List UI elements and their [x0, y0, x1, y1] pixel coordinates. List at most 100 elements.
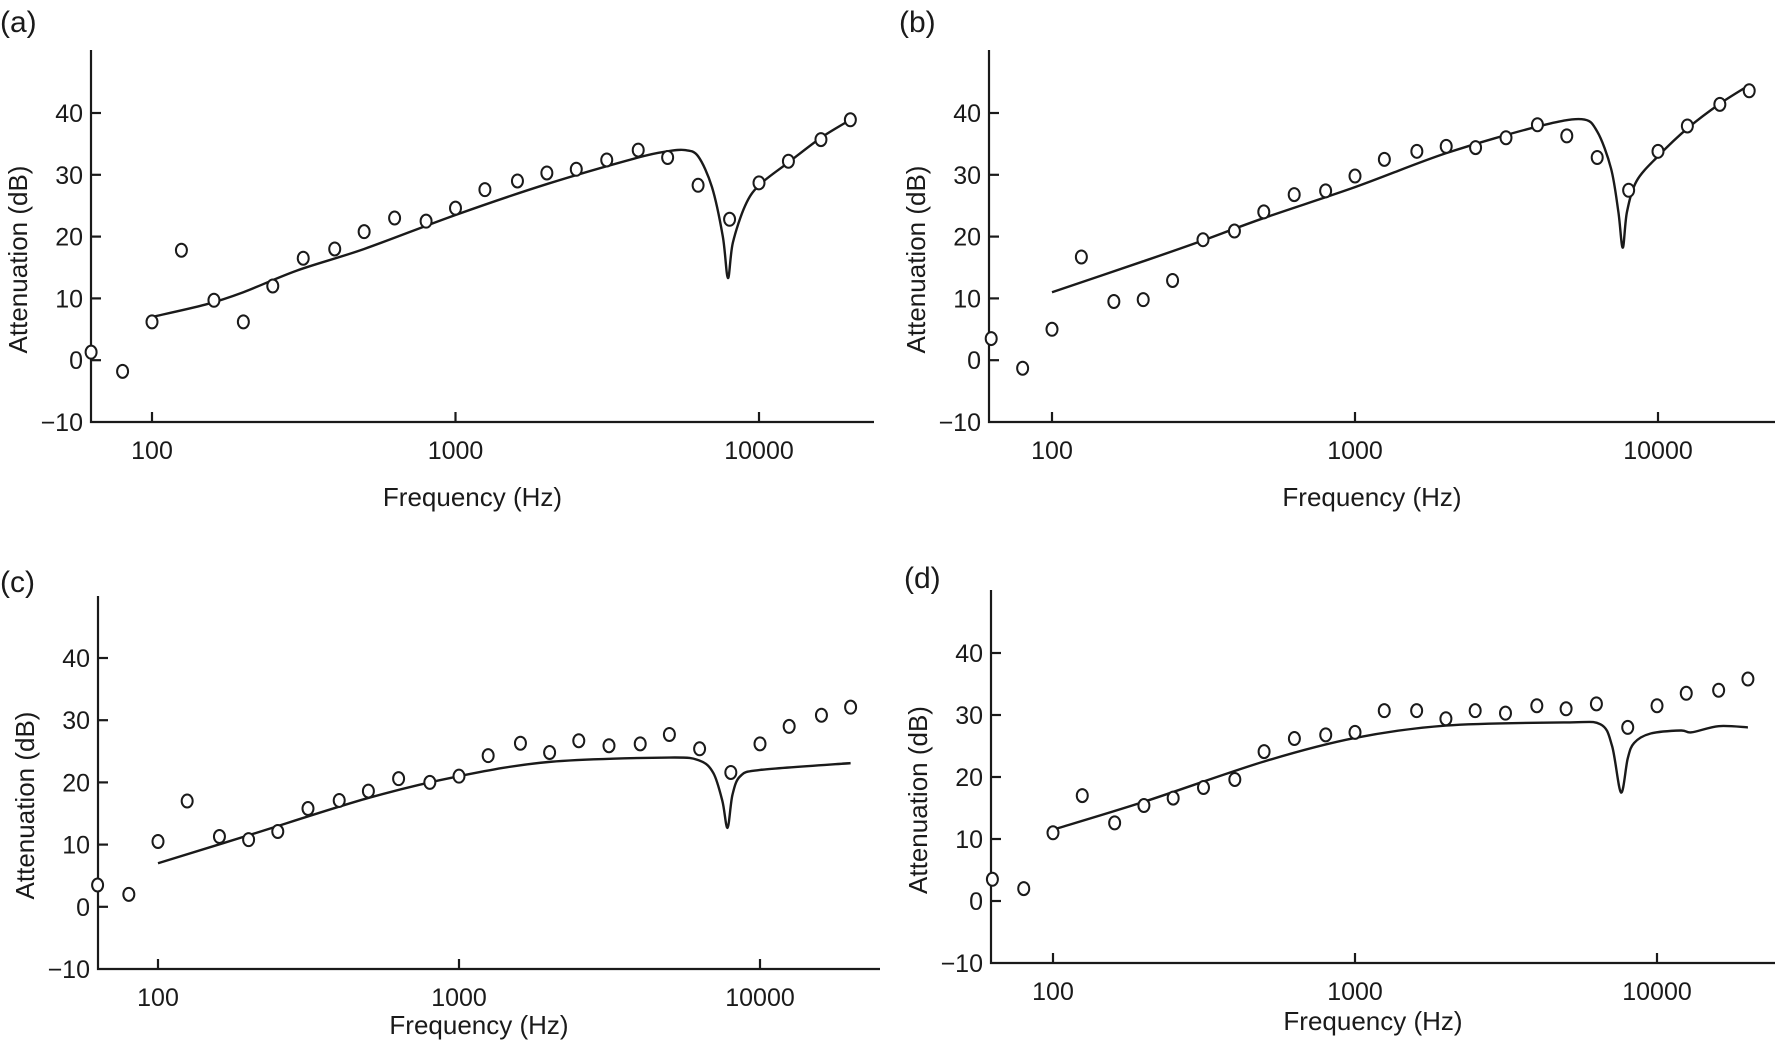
measured-point [782, 718, 796, 734]
measured-point [207, 292, 221, 308]
axes [96, 596, 880, 971]
y-tick-label: −10 [41, 409, 83, 437]
panel-label: (d) [904, 562, 941, 595]
measured-point [328, 241, 342, 257]
x-axis-label: Frequency (Hz) [389, 1010, 568, 1040]
measured-point [1560, 128, 1574, 144]
x-axis-label: Frequency (Hz) [1283, 1006, 1462, 1036]
measured-point [1196, 780, 1210, 796]
measured-point [236, 314, 250, 330]
measured-point [1107, 293, 1121, 309]
measured-point [724, 764, 738, 780]
axes [89, 50, 874, 424]
y-tick-label: 20 [62, 769, 90, 797]
y-tick-label: 0 [76, 894, 90, 922]
measured-point [814, 707, 828, 723]
y-tick-label: 30 [55, 162, 83, 190]
measured-point [1679, 685, 1693, 701]
measured-point [266, 278, 280, 294]
measured-point [510, 173, 524, 189]
x-tick-label: 100 [1031, 437, 1073, 465]
measured-point [569, 161, 583, 177]
measured-point [180, 793, 194, 809]
measured-point [1075, 788, 1089, 804]
measured-point [419, 213, 433, 229]
x-tick-label: 10000 [1623, 437, 1693, 465]
measured-point [332, 792, 346, 808]
panel-label: (c) [0, 566, 35, 599]
measured-point [1499, 130, 1513, 146]
measured-point [602, 738, 616, 754]
measured-point [1589, 696, 1603, 712]
measured-point [1257, 204, 1271, 220]
y-axis-label: Attenuation (dB) [3, 166, 33, 354]
measured-point [1016, 360, 1030, 376]
measured-point [1410, 703, 1424, 719]
measured-point [844, 699, 858, 715]
panel-label: (b) [899, 6, 936, 39]
measured-point [1074, 249, 1088, 265]
measured-point [1651, 143, 1665, 159]
y-axis-label: Attenuation (dB) [10, 712, 40, 900]
y-tick-label: 20 [955, 764, 983, 792]
measured-point [1622, 182, 1636, 198]
measured-point [661, 149, 675, 165]
measured-point [513, 735, 527, 751]
measured-point [122, 886, 136, 902]
measured-point [1017, 881, 1031, 897]
model-curve [151, 118, 851, 319]
y-tick-label: 30 [953, 162, 981, 190]
measured-point [212, 829, 226, 845]
measured-point [1045, 321, 1059, 337]
measured-point [116, 363, 130, 379]
model-curve [157, 756, 851, 865]
y-tick-label: 10 [62, 832, 90, 860]
measured-point [481, 748, 495, 764]
measured-point [1498, 705, 1512, 721]
measured-point [1559, 701, 1573, 717]
measured-point [693, 741, 707, 757]
y-tick-label: 10 [953, 285, 981, 313]
measured-point [843, 112, 857, 128]
panel-a: (a) −10 0 10 20 30 40 100 1000 10000 Frequency (Hz… [0, 6, 874, 512]
measured-point [753, 736, 767, 752]
panel-b: (b) −10 0 10 20 30 40 100 1000 10000 Frequency (Hz… [899, 6, 1775, 512]
measured-point [296, 250, 310, 266]
y-tick-label: 0 [969, 888, 983, 916]
measured-point [543, 745, 557, 761]
measured-point [301, 801, 315, 817]
y-tick-label: 40 [955, 640, 983, 668]
x-axis-label: Frequency (Hz) [383, 482, 562, 512]
measured-point [361, 783, 375, 799]
measured-point [1319, 183, 1333, 199]
measured-point [151, 833, 165, 849]
panel-c: (c) −10 0 10 20 30 40 100 1000 10000 Frequency (Hz… [0, 566, 880, 1040]
measured-point [1621, 719, 1635, 735]
measured-point [1166, 790, 1180, 806]
y-tick-label: 0 [967, 347, 981, 375]
y-tick-label: −10 [48, 956, 90, 984]
x-tick-label: 1000 [431, 984, 487, 1012]
panel-d: (d) −10 0 10 20 30 40 100 1000 10000 Frequency (Hz… [903, 562, 1775, 1036]
measured-point [174, 242, 188, 258]
measured-point [423, 774, 437, 790]
measured-point [388, 210, 402, 226]
measured-point [985, 871, 999, 887]
measured-point [84, 344, 98, 360]
x-axis-label: Frequency (Hz) [1282, 482, 1461, 512]
measured-point [984, 331, 998, 347]
measured-point [1468, 703, 1482, 719]
measured-point [1287, 187, 1301, 203]
measured-point [1227, 223, 1241, 239]
measured-point [1046, 825, 1060, 841]
axes [989, 590, 1775, 965]
measured-point [1590, 149, 1604, 165]
measured-point [1377, 151, 1391, 167]
measured-point [357, 224, 371, 240]
x-tick-label: 1000 [1327, 978, 1383, 1006]
y-axis-label: Attenuation (dB) [903, 706, 933, 894]
measured-point [1166, 272, 1180, 288]
measured-point [1287, 731, 1301, 747]
y-tick-label: 30 [955, 702, 983, 730]
